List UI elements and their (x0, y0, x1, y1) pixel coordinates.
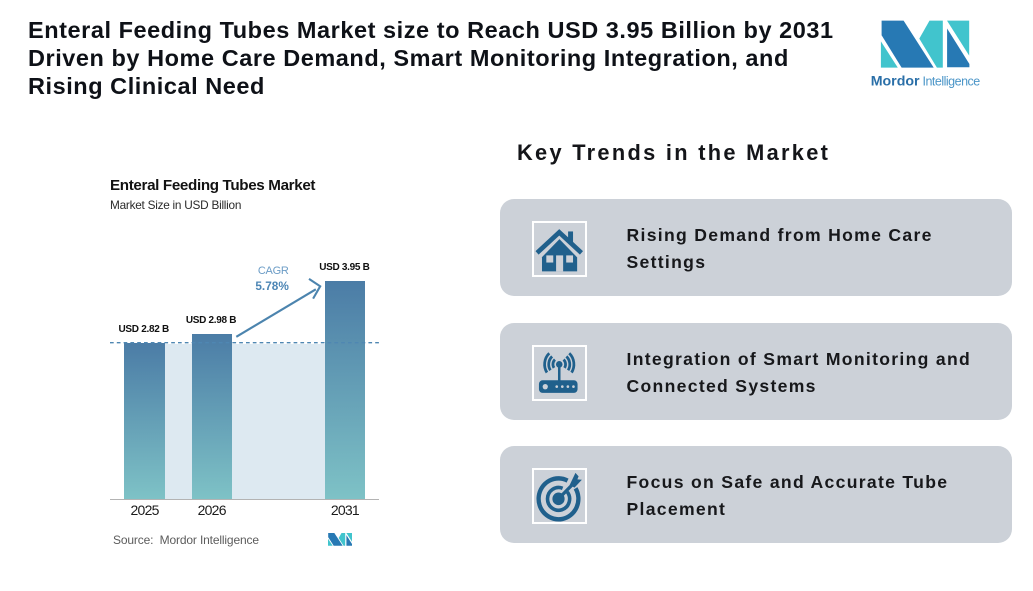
svg-text:Mordor: Mordor (871, 74, 920, 90)
svg-text:Intelligence: Intelligence (923, 75, 981, 89)
